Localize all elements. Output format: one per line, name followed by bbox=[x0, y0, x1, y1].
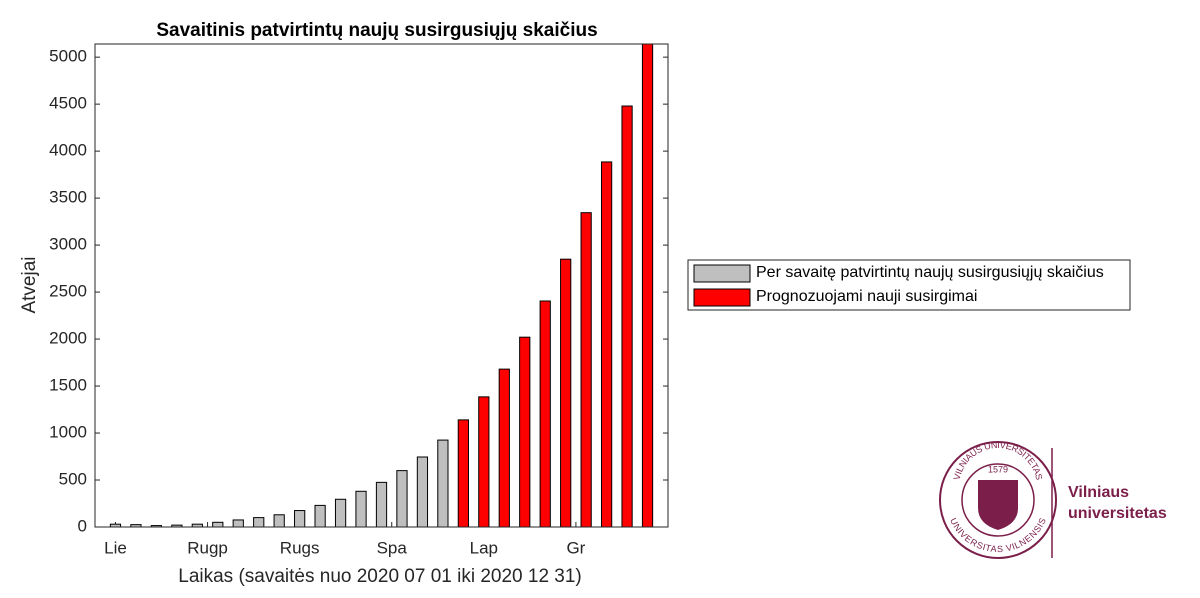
legend: Per savaitę patvirtintų naujų susirgusių… bbox=[687, 259, 1131, 311]
x-tick-label: Lap bbox=[470, 538, 498, 557]
bar bbox=[457, 419, 469, 527]
logo-year: 1579 bbox=[988, 464, 1008, 474]
y-tick-label: 4500 bbox=[49, 94, 87, 113]
bar bbox=[294, 510, 306, 527]
x-tick-label: Spa bbox=[377, 538, 408, 557]
y-tick-label: 500 bbox=[59, 469, 87, 488]
chart-title: Savaitinis patvirtintų naujų susirgusiųj… bbox=[156, 20, 597, 41]
logo-ring-top-text: VILNIAUS UNIVERSITETAS bbox=[952, 440, 1044, 481]
y-tick-label: 2000 bbox=[49, 329, 87, 348]
logo-name-1: Vilniaus bbox=[1068, 484, 1129, 501]
legend-swatch bbox=[693, 264, 751, 283]
axes-box bbox=[94, 43, 669, 528]
logo-shield bbox=[978, 480, 1018, 530]
y-tick-label: 1500 bbox=[49, 376, 87, 395]
bar bbox=[355, 490, 367, 527]
bar bbox=[314, 504, 326, 527]
y-tick-label: 3500 bbox=[49, 188, 87, 207]
y-axis-label: Atvejai bbox=[19, 256, 40, 313]
bar bbox=[478, 396, 490, 527]
logo-ring bbox=[939, 441, 1057, 559]
x-tick-label: Rugp bbox=[187, 538, 228, 557]
bar bbox=[375, 481, 388, 527]
y-tick-label: 4000 bbox=[49, 141, 87, 160]
plot-area bbox=[95, 44, 668, 527]
legend-label: Prognozuojami nauji susirgimai bbox=[756, 288, 977, 305]
y-tick-label: 3000 bbox=[49, 235, 87, 254]
logo: VILNIAUS UNIVERSITETAS UNIVERSITAS VILNE… bbox=[939, 440, 1167, 559]
legend-box bbox=[687, 259, 1131, 311]
x-tick-label: Lie bbox=[104, 538, 127, 557]
x-tick-label: Gr bbox=[566, 538, 585, 557]
bar bbox=[498, 368, 510, 527]
y-tick-label: 1000 bbox=[49, 423, 87, 442]
bar bbox=[396, 470, 408, 527]
bar bbox=[519, 336, 531, 527]
x-axis-label: Laikas (savaitės nuo 2020 07 01 iki 2020… bbox=[178, 566, 582, 587]
bar bbox=[416, 456, 429, 527]
bar bbox=[334, 498, 347, 527]
logo-ring-top: VILNIAUS UNIVERSITETAS bbox=[952, 440, 1044, 481]
bar bbox=[580, 212, 592, 527]
bar bbox=[273, 514, 285, 527]
y-tick-label: 0 bbox=[78, 516, 87, 535]
x-tick-label: Rugs bbox=[280, 538, 320, 557]
legend-label: Per savaitę patvirtintų naujų susirgusių… bbox=[756, 264, 1104, 281]
bar bbox=[212, 521, 224, 527]
y-tick-label: 5000 bbox=[49, 47, 87, 66]
bar bbox=[641, 44, 654, 527]
legend-swatch bbox=[693, 288, 751, 307]
bar bbox=[560, 258, 572, 527]
logo-inner-ring bbox=[961, 463, 1035, 537]
bar bbox=[232, 519, 244, 527]
bar bbox=[600, 161, 613, 527]
y-tick-label: 2500 bbox=[49, 282, 87, 301]
logo-name-2: universitetas bbox=[1068, 505, 1167, 522]
bar bbox=[253, 517, 265, 527]
bar bbox=[437, 439, 449, 527]
bar bbox=[621, 105, 633, 527]
bar bbox=[539, 300, 551, 527]
